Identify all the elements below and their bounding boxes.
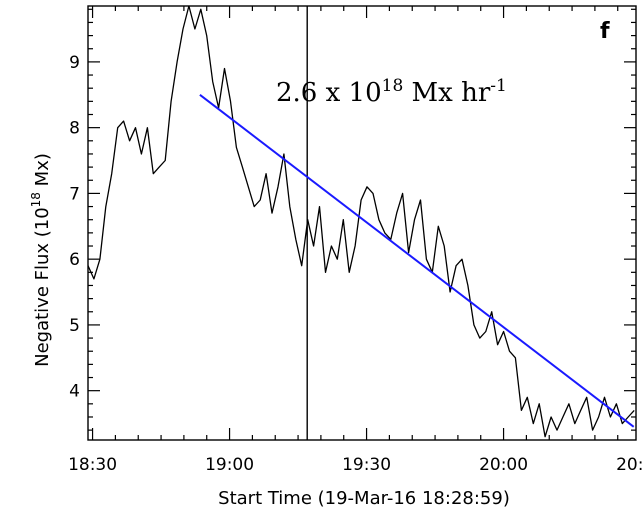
- y-tick-label: 8: [69, 119, 80, 139]
- x-tick-label: 20:00: [479, 455, 528, 475]
- y-tick-label: 7: [69, 184, 80, 204]
- y-tick-label: 5: [69, 316, 80, 336]
- fit-line: [199, 94, 635, 428]
- y-axis-title-main: Negative Flux (10: [32, 207, 53, 367]
- y-tick-label: 9: [69, 53, 80, 73]
- series-layer: [88, 6, 635, 440]
- slope-annotation-exponent: 18: [382, 76, 404, 96]
- x-tick-label: 20:30: [616, 455, 644, 475]
- x-axis-title: Start Time (19-Mar-16 18:28:59): [218, 488, 510, 509]
- slope-annotation-unit: Mx hr: [403, 78, 491, 108]
- tick-layer: 18:30 19:00 19:30 20:00 20:30 4 5 6 7 8 9: [68, 6, 644, 475]
- slope-annotation-unit-exponent: -1: [490, 76, 507, 96]
- flux-series-line: [88, 6, 635, 438]
- slope-annotation-base: 2.6 x 10: [276, 78, 382, 108]
- y-axis-title: Negative Flux (1018 Mx): [29, 153, 53, 367]
- y-tick-label: 6: [69, 250, 80, 270]
- slope-annotation: 2.6 x 1018 Mx hr-1: [276, 76, 507, 108]
- x-tick-label: 18:30: [68, 455, 117, 475]
- x-tick-label: 19:30: [342, 455, 391, 475]
- y-tick-label: 4: [69, 382, 80, 402]
- y-axis-title-exp: 18: [29, 192, 43, 207]
- plot-frame: [87, 5, 637, 441]
- x-tick-label: 19:00: [205, 455, 254, 475]
- y-axis-title-tail: Mx): [32, 153, 53, 192]
- panel-letter: f: [600, 19, 610, 44]
